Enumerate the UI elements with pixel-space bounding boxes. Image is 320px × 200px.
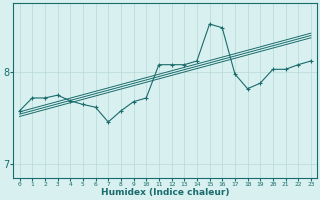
X-axis label: Humidex (Indice chaleur): Humidex (Indice chaleur) xyxy=(101,188,229,197)
